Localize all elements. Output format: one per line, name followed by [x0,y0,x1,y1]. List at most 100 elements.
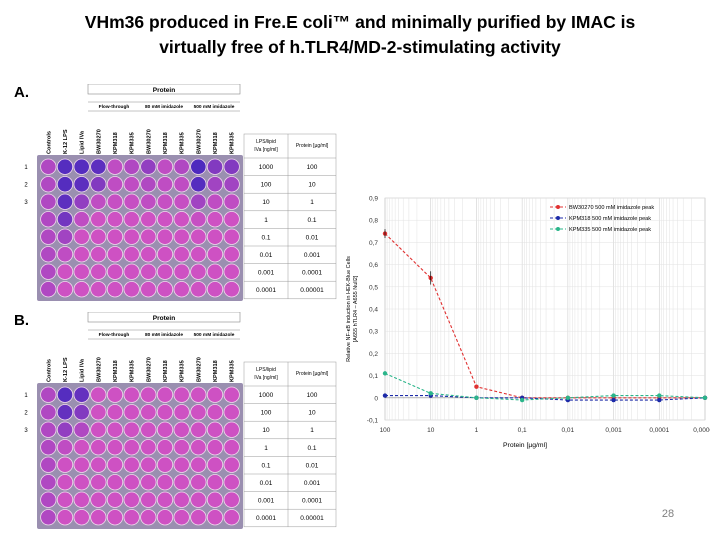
plate-well [156,211,174,228]
plate-well [190,281,207,298]
plate-well [90,228,107,245]
column-label: KPM318 [113,360,119,382]
table-cell: 0.0001 [256,287,276,294]
plate-well [123,228,140,245]
table-cell: 0.1 [261,234,270,241]
plate-well [90,211,107,228]
plate-well [90,281,107,298]
table-cell: 100 [261,182,272,189]
table-header: LPS/lipid [256,367,276,373]
legend-label: KPM335 500 mM imidazole peak [569,227,651,233]
plate-well [173,211,190,228]
plate-well [73,474,90,491]
plate-well [106,281,124,298]
y-tick-label: 0 [374,395,378,402]
plate-well [140,193,157,210]
plate-well [156,246,174,263]
x-tick-label: 0,1 [518,427,527,434]
plate-well [73,176,90,193]
legend-marker [556,216,560,220]
plate-well [73,386,90,403]
table-header: IVa [ng/ml] [254,147,278,153]
series-line [384,372,706,401]
plate-well [123,386,140,403]
plate-frame [37,383,243,529]
table-cell: 100 [307,164,318,171]
plate-well [190,228,207,245]
column-label: K-12 LPS [63,357,69,382]
slide-title-line-1: VHm36 produced in Fre.E coli™ and minima… [84,12,636,32]
plate-well [206,386,224,403]
plate-well [206,509,224,526]
plate-well [140,246,157,263]
plate-well [206,456,224,473]
table-cell: 0.001 [258,498,275,505]
data-point [382,371,388,376]
plate-well [140,211,157,228]
table-cell: 1 [310,427,314,434]
plate-well [223,281,240,298]
plate-well [56,158,74,175]
plate-well [140,421,157,438]
plate-well [223,386,240,403]
plate-well [40,474,57,491]
plate-well [206,228,224,245]
plate-well [90,246,107,263]
x-tick-label: 10 [427,427,435,434]
plate-well [123,281,140,298]
table-cell: 0.01 [260,480,273,487]
table-cell: 0.0001 [256,515,276,522]
column-label: BW30270 [96,357,102,382]
y-tick-label: 0,6 [369,262,378,269]
plate-well [56,193,74,210]
plate-well [106,263,124,280]
table-cell: 0.001 [258,270,275,277]
table-cell: 1 [264,217,268,224]
data-point [657,397,662,403]
column-label: KPM335 [230,132,236,154]
dilution-table [243,133,337,300]
plate-well [140,474,157,491]
plate-well [106,386,124,403]
table-cell: 100 [307,392,318,399]
protein-header-box [87,312,241,323]
y-tick-label: -0,1 [367,418,379,425]
column-label: Lipid IVa [80,130,86,154]
plate-well [206,176,224,193]
column-label: BW30270 [146,357,152,382]
dilution-table [243,361,337,528]
plate-well [156,158,174,175]
plate-well [40,176,57,193]
y-tick-label: 0,5 [369,284,378,291]
plate-well [123,158,140,175]
data-point [474,395,479,400]
y-tick-label: 0,1 [369,373,378,380]
plate-well [190,509,207,526]
plate-well [106,158,124,175]
table-cell: 0.1 [307,217,316,224]
plate-well [156,193,174,210]
plate-well [73,421,90,438]
plate-well [223,228,240,245]
plate-well [173,281,190,298]
y-axis-label: [A655 hTLR4 – A655 Null2] [353,275,359,342]
plate-well [140,281,157,298]
table-cell: 0.00001 [300,287,324,294]
plate-well [90,474,107,491]
plate-well [156,421,174,438]
table-cell: 0.0001 [302,498,322,505]
plate-well [123,246,140,263]
table-cell: 0.01 [306,462,319,469]
row-label: 3 [24,428,28,434]
plate-well [40,228,57,245]
data-point [382,393,388,398]
y-tick-label: 0,7 [369,240,378,247]
series-line [385,395,706,401]
data-point [611,397,616,403]
plate-well [56,474,74,491]
y-tick-label: 0,2 [369,351,378,358]
plate-well [56,281,74,298]
plate-well [40,211,57,228]
plate-well [73,246,90,263]
plate-well [156,509,174,526]
